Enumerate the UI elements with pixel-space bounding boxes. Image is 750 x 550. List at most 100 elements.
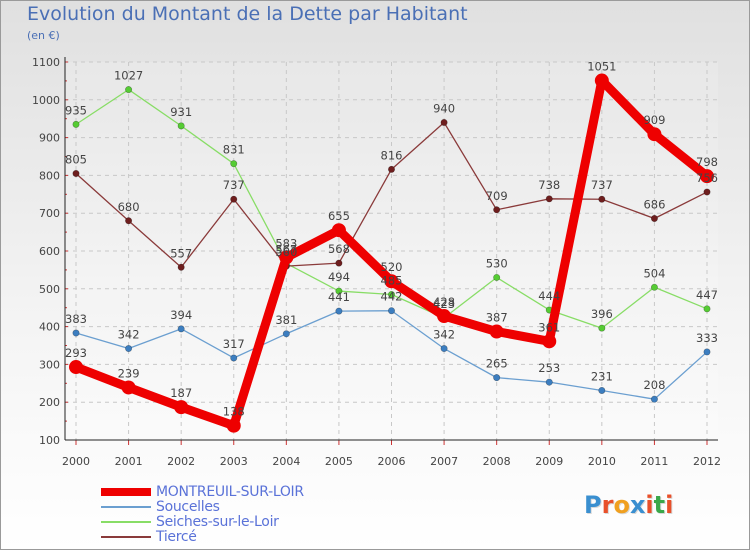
data-label: 317 <box>223 337 245 351</box>
data-point <box>177 122 185 130</box>
data-label: 342 <box>433 328 455 342</box>
data-point <box>125 345 133 353</box>
data-label: 560 <box>275 245 297 259</box>
y-tick-label: 800 <box>39 169 60 182</box>
y-tick-label: 500 <box>39 283 60 296</box>
x-tick-label: 2012 <box>693 455 721 468</box>
x-tick-label: 2008 <box>483 455 511 468</box>
data-point <box>69 360 83 375</box>
y-tick-label: 1000 <box>32 94 60 107</box>
data-label: 557 <box>170 246 192 260</box>
data-point <box>493 273 501 281</box>
data-point <box>650 395 658 403</box>
data-label: 940 <box>433 101 455 115</box>
data-labels: 383 342 394 317 381 441 442 342 265 253 231 208 333 9… <box>65 60 718 419</box>
legend-swatch <box>101 536 151 538</box>
data-label: 293 <box>65 346 87 360</box>
data-point <box>700 169 714 184</box>
data-point <box>650 283 658 291</box>
x-tick-label: 2007 <box>430 455 458 468</box>
data-label: 442 <box>381 290 403 304</box>
data-label: 383 <box>65 312 87 326</box>
data-label: 381 <box>275 313 297 327</box>
data-label: 361 <box>538 320 560 334</box>
data-label: 520 <box>381 260 403 274</box>
data-label: 567 <box>275 242 297 256</box>
chart-title: Evolution du Montant de la Dette par Hab… <box>27 3 468 25</box>
grid <box>65 61 718 441</box>
data-point <box>226 418 241 433</box>
data-point <box>125 86 133 94</box>
data-point <box>230 160 238 168</box>
y-tick-label: 300 <box>39 358 60 371</box>
data-label: 394 <box>170 308 192 322</box>
data-label: 568 <box>328 242 350 256</box>
data-label: 187 <box>170 386 192 400</box>
data-point <box>174 400 189 415</box>
logo-letter: i <box>665 491 674 519</box>
data-label: 504 <box>643 266 665 280</box>
data-point <box>279 250 294 265</box>
data-label: 680 <box>118 200 140 214</box>
data-point <box>331 223 346 238</box>
legend-swatch <box>101 521 151 523</box>
data-point <box>387 290 395 298</box>
data-label: 231 <box>591 369 613 383</box>
series-tierc <box>72 118 711 271</box>
data-label: 494 <box>328 270 350 284</box>
data-point <box>72 329 80 337</box>
data-point <box>384 274 399 289</box>
data-label: 831 <box>223 143 245 157</box>
x-tick-label: 2010 <box>588 455 616 468</box>
data-point <box>493 206 501 214</box>
legend-swatch <box>101 488 151 496</box>
logo-letter: i <box>645 491 654 519</box>
x-tick-label: 2004 <box>272 455 300 468</box>
data-label: 239 <box>118 366 140 380</box>
x-tick-label: 2002 <box>167 455 195 468</box>
data-point <box>177 263 185 271</box>
data-label: 655 <box>328 209 350 223</box>
y-tick-label: 200 <box>39 396 60 409</box>
data-label: 738 <box>538 178 560 192</box>
x-tick-label: 2001 <box>115 455 143 468</box>
data-point <box>387 165 395 173</box>
axes: 100 200 300 400 500 600 700 800 900 1000 1100 2000 2… <box>32 56 721 468</box>
data-point <box>125 217 133 225</box>
legend-label: MONTREUIL-SUR-LOIR <box>156 484 304 500</box>
y-tick-label: 1100 <box>32 56 60 69</box>
data-label: 265 <box>486 357 508 371</box>
data-label: 935 <box>65 103 87 117</box>
data-label: 441 <box>328 290 350 304</box>
data-point <box>493 374 501 382</box>
x-tick-label: 2003 <box>220 455 248 468</box>
data-point <box>177 325 185 333</box>
data-label: 1027 <box>114 69 143 83</box>
logo-letter: r <box>601 491 614 519</box>
data-label: 396 <box>591 307 613 321</box>
data-point <box>598 386 606 394</box>
data-label: 1051 <box>587 60 616 74</box>
data-point <box>230 354 238 362</box>
x-tick-label: 2005 <box>325 455 353 468</box>
series <box>69 73 714 433</box>
data-point <box>545 195 553 203</box>
y-tick-label: 700 <box>39 207 60 220</box>
y-tick-label: 400 <box>39 321 60 334</box>
data-label: 444 <box>538 289 560 303</box>
data-label: 798 <box>696 155 718 169</box>
proxiti-logo: Proxiti <box>584 491 673 519</box>
data-point <box>121 380 136 395</box>
data-label: 709 <box>486 189 508 203</box>
data-label: 253 <box>538 361 560 375</box>
data-label: 737 <box>223 178 245 192</box>
legend-label: Soucelles <box>156 499 220 515</box>
logo-letter: o <box>613 491 630 519</box>
data-label: 931 <box>170 105 192 119</box>
data-label: 485 <box>381 273 403 287</box>
data-point <box>335 307 343 315</box>
y-tick-label: 600 <box>39 245 60 258</box>
logo-letter: x <box>629 491 646 519</box>
data-label: 423 <box>433 297 455 311</box>
